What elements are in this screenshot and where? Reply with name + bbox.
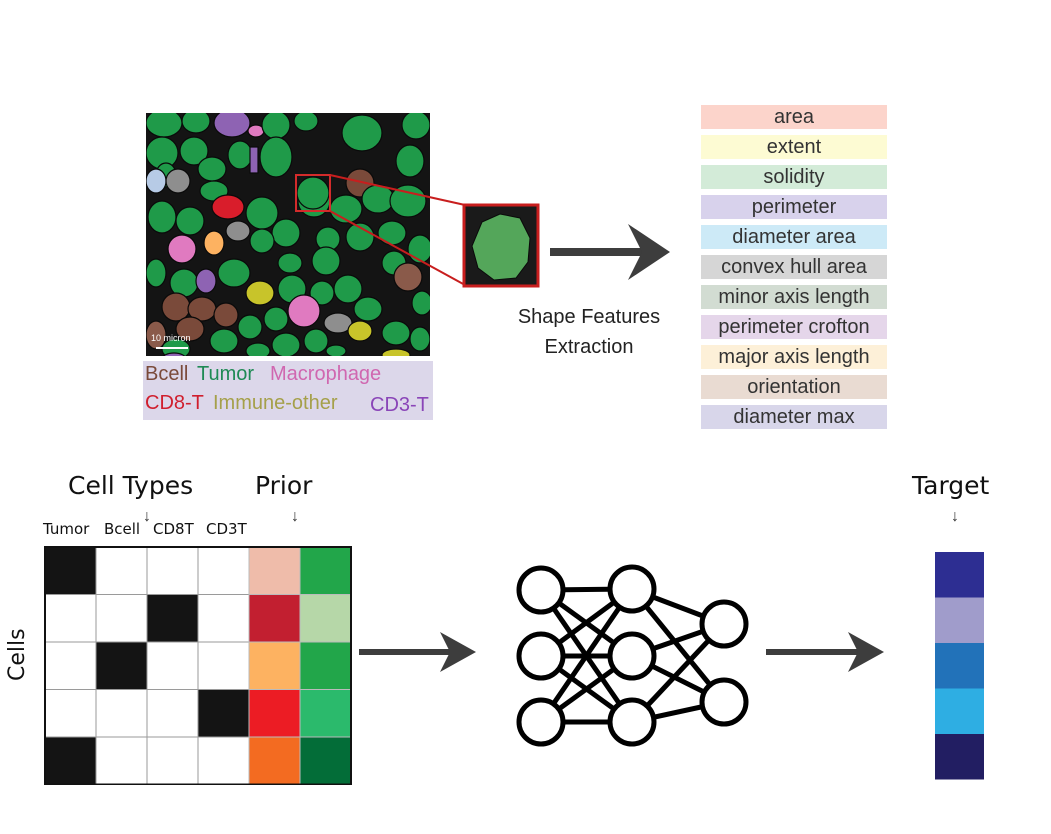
target-title: Target: [912, 471, 990, 500]
one-hot-cell: [95, 736, 148, 785]
shape-feature-item: diameter max: [701, 405, 887, 429]
target-cell: [935, 643, 984, 689]
arrow-right-icon: [550, 224, 670, 280]
one-hot-cell: [146, 736, 199, 785]
target-column: [935, 552, 984, 780]
prior-cell: [248, 546, 301, 595]
column-label-cd8t: CD8T: [153, 520, 194, 538]
one-hot-cell: [197, 546, 250, 595]
shape-feature-item: convex hull area: [701, 255, 887, 279]
legend-cd8t: CD8-T: [145, 392, 204, 414]
input-matrix: [44, 546, 352, 785]
one-hot-cell: [44, 546, 97, 595]
shape-feature-item: perimeter: [701, 195, 887, 219]
prior-cell: [248, 641, 301, 690]
feature-cell: [299, 641, 352, 690]
one-hot-cell: [197, 594, 250, 643]
feature-cell: [299, 546, 352, 595]
arrow-right-icon: [359, 632, 476, 672]
target-cell: [935, 734, 984, 780]
neural-network-icon: [516, 564, 749, 747]
cell-types-title: Cell Types: [68, 471, 194, 500]
feature-cell: [299, 689, 352, 738]
shape-features-caption: Shape Features Extraction: [480, 302, 698, 362]
shape-feature-item: solidity: [701, 165, 887, 189]
shape-feature-item: orientation: [701, 375, 887, 399]
one-hot-cell: [44, 736, 97, 785]
legend-cd3t: CD3-T: [370, 394, 429, 416]
one-hot-cell: [44, 641, 97, 690]
scale-bar: [156, 347, 188, 349]
one-hot-cell: [44, 689, 97, 738]
zoom-box: [295, 174, 331, 212]
arrow-right-icon: [766, 632, 884, 672]
one-hot-cell: [146, 546, 199, 595]
one-hot-cell: [197, 736, 250, 785]
target-cell: [935, 688, 984, 734]
one-hot-cell: [197, 641, 250, 690]
cell-type-legend: Bcell Tumor Macrophage CD8-T Immune-othe…: [143, 361, 433, 420]
one-hot-cell: [95, 689, 148, 738]
one-hot-cell: [146, 689, 199, 738]
prior-cell: [248, 689, 301, 738]
shape-feature-item: minor axis length: [701, 285, 887, 309]
legend-macrophage: Macrophage: [270, 363, 382, 385]
prior-cell: [248, 594, 301, 643]
shape-features-caption-line1: Shape Features: [517, 306, 661, 328]
segmentation-cells: [146, 113, 430, 356]
scale-bar-label: 10 micron: [151, 333, 191, 343]
shape-feature-item: perimeter crofton: [701, 315, 887, 339]
feature-cell: [299, 594, 352, 643]
one-hot-cell: [146, 641, 199, 690]
one-hot-cell: [44, 594, 97, 643]
input-matrix-border: [44, 546, 352, 785]
shape-feature-item: major axis length: [701, 345, 887, 369]
legend-tumor: Tumor: [197, 363, 255, 385]
feature-cell: [299, 736, 352, 785]
column-label-cd3t: CD3T: [206, 520, 247, 538]
shape-feature-item: diameter area: [701, 225, 887, 249]
shape-feature-list: area extent solidity perimeter diameter area…: [701, 105, 887, 435]
zoomed-cell: [462, 203, 540, 288]
down-arrow-icon: ↓: [951, 508, 959, 525]
column-label-tumor: Tumor: [43, 520, 90, 538]
one-hot-cell: [95, 641, 148, 690]
prior-title: Prior: [255, 471, 313, 500]
down-arrow-icon: ↓: [143, 508, 151, 525]
shape-features-caption-line2: Extraction: [544, 336, 634, 358]
cells-axis-label: Cells: [5, 628, 30, 681]
shape-feature-item: extent: [701, 135, 887, 159]
column-label-bcell: Bcell: [104, 520, 141, 538]
shape-feature-item: area: [701, 105, 887, 129]
one-hot-cell: [95, 546, 148, 595]
one-hot-cell: [146, 594, 199, 643]
one-hot-cell: [95, 594, 148, 643]
legend-immune-other: Immune-other: [213, 392, 338, 414]
down-arrow-icon: ↓: [291, 508, 299, 525]
legend-bcell: Bcell: [145, 363, 189, 385]
cell-segmentation-image: [146, 113, 430, 356]
target-cell: [935, 552, 984, 598]
one-hot-cell: [197, 689, 250, 738]
prior-cell: [248, 736, 301, 785]
target-cell: [935, 597, 984, 643]
